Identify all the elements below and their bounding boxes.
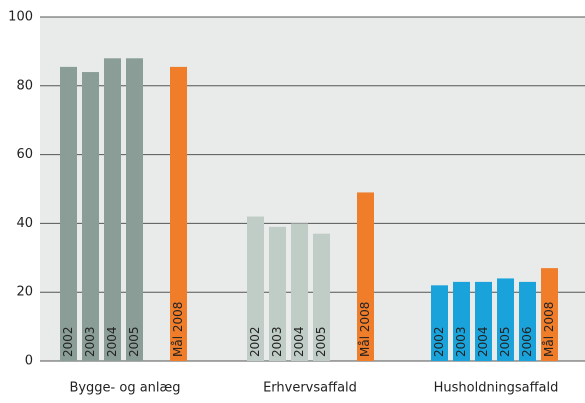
bar-label: 2002	[61, 326, 75, 357]
bar	[519, 281, 536, 361]
y-tick-label: 80	[16, 78, 33, 93]
bar-label: 2004	[292, 326, 306, 357]
bar-label: 2002	[248, 326, 262, 357]
bar	[541, 268, 558, 361]
category-label: Erhvervsaffald	[263, 381, 357, 396]
bar	[269, 226, 286, 361]
bar	[247, 216, 264, 361]
y-tick-label: 20	[16, 285, 33, 300]
bar-label: 2005	[127, 326, 141, 357]
bar-label: 2003	[270, 326, 284, 357]
y-tick-label: 60	[16, 147, 33, 162]
y-tick-label: 40	[16, 216, 33, 231]
bar-label: 2003	[454, 326, 468, 357]
bar-label: 2005	[498, 326, 512, 357]
bar-label: 2004	[476, 326, 490, 357]
y-tick-label: 100	[8, 10, 33, 25]
bar	[475, 281, 492, 361]
bar	[453, 281, 470, 361]
bar	[313, 233, 330, 361]
bar	[104, 58, 121, 361]
bar-label: 2005	[314, 326, 328, 357]
bar-label: Mål 2008	[358, 302, 372, 357]
bar	[60, 66, 77, 361]
bar	[170, 66, 187, 361]
bar	[497, 278, 514, 361]
bar	[431, 285, 448, 361]
bar-label: Mål 2008	[542, 302, 556, 357]
category-label: Bygge- og anlæg	[69, 381, 180, 396]
bar	[82, 72, 99, 361]
bar	[357, 192, 374, 361]
bar	[291, 223, 308, 361]
y-tick-label: 0	[25, 354, 33, 369]
category-label: Husholdningsaffald	[434, 381, 559, 396]
bar-label: Mål 2008	[171, 302, 185, 357]
bar-label: 2004	[105, 326, 119, 357]
bar-label: 2006	[520, 326, 534, 357]
bar	[126, 58, 143, 361]
bar-label: 2002	[432, 326, 446, 357]
bar-label: 2003	[83, 326, 97, 357]
